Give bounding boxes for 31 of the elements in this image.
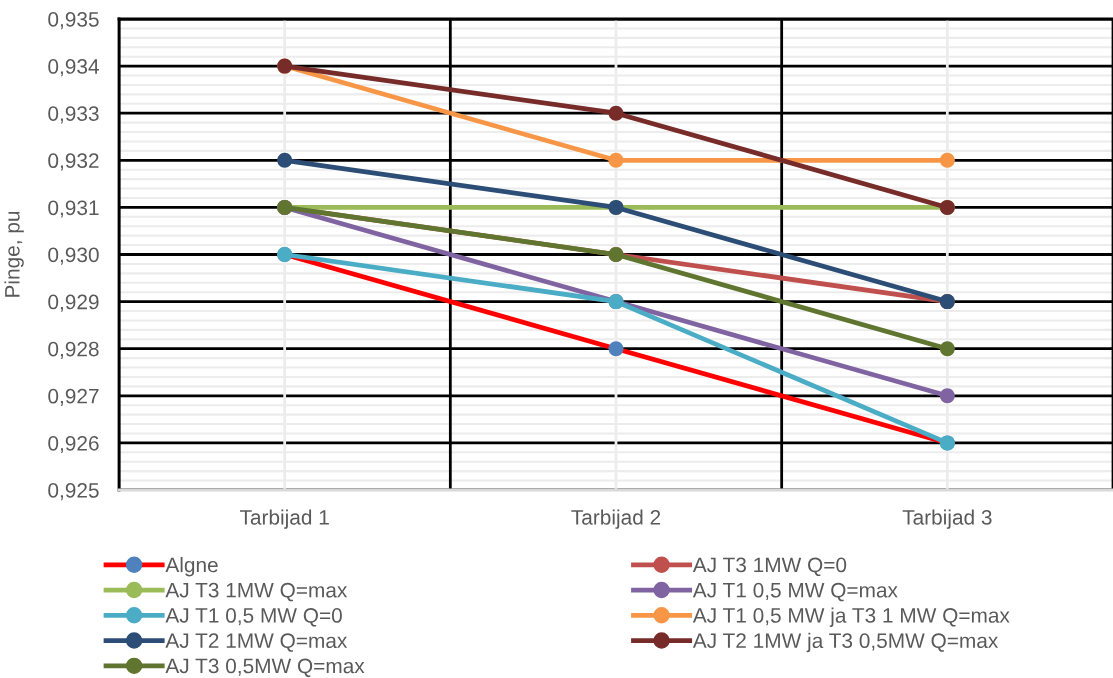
y-tick-label: 0,933 [48,106,99,124]
legend-label: AJ T3 1MW Q=0 [692,557,847,577]
y-tick-label: 0,927 [48,388,99,407]
point [608,105,624,121]
legend-label: AJ T3 0,5MW Q=max [165,658,365,678]
y-tick-label: 0,928 [48,341,99,359]
legend-label: AJ T2 1MW Q=max [165,633,348,652]
legend-label: AJ T3 1MW Q=max [165,582,348,602]
x-tick-label: Tarbijad 1 [239,509,329,529]
y-tick-label: 0,925 [48,483,99,501]
point [939,341,955,357]
x-tick-label: Tarbijad 2 [571,509,661,529]
y-tick-label: 0,932 [48,153,99,171]
y-tick-label: 0,929 [48,294,99,312]
point [608,152,624,168]
y-tick-label: 0,934 [48,59,99,77]
point [277,152,293,168]
legend-label: AJ T1 0,5 MW Q=0 [165,608,342,627]
y-tick-label: 0,930 [48,247,99,265]
legend-label: AJ T2 1MW ja T3 0,5MW Q=max [692,632,999,653]
point [939,152,955,168]
y-tick-label: 0,931 [48,200,99,218]
y-axis-title: Pinge, pu [4,211,24,297]
x-tick-label: Tarbijad 3 [902,509,992,529]
point [939,388,955,404]
legend-label: Algne [165,557,218,577]
legend-label: AJ T1 0,5 MW Q=max [692,582,898,602]
legend-label: AJ T1 0,5 MW ja T3 1 MW Q=max [692,607,1010,627]
point [608,341,624,357]
y-tick-label: 0,926 [48,435,99,454]
y-tick-label: 0,935 [48,12,99,30]
